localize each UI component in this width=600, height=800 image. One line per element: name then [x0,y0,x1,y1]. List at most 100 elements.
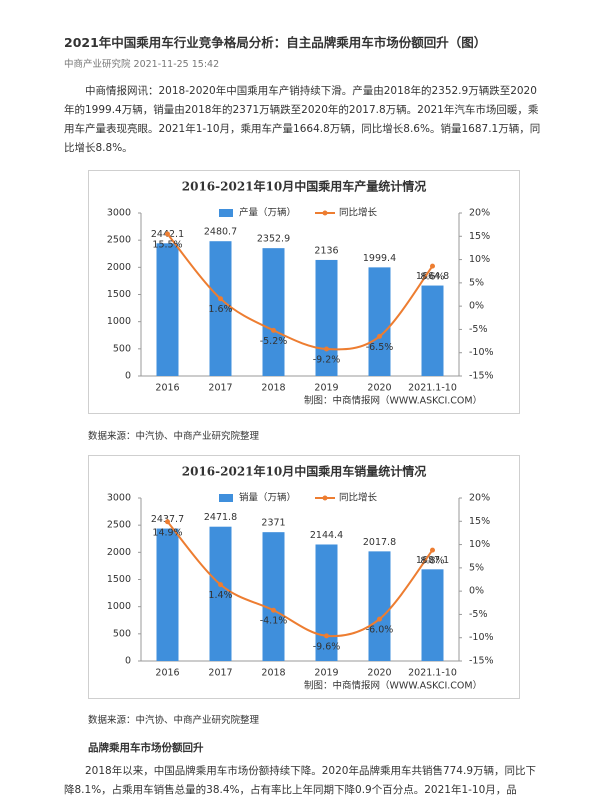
source-note: 数据来源：中汽协、中商产业研究院整理 [88,715,260,726]
data-label: 2471.8 [204,512,237,523]
x-tick-label: 2019 [314,383,338,394]
data-label: 2144.4 [310,530,343,541]
x-tick-label: 2017 [208,383,232,394]
y-tick-label: 500 [113,628,131,639]
data-label: 14.9% [152,527,182,538]
y-tick-label: 0 [125,656,131,667]
y2-tick-label: -5% [469,609,488,620]
y2-tick-label: -10% [469,632,494,643]
chart-credit: 制图：中商情报网（WWW.ASKCI.COM） [304,680,482,692]
chart: 2016-2021年10月中国乘用车产量统计情况 0 500 1000 1500 2000… [88,170,520,414]
legend-swatch [322,495,328,501]
bar [262,532,285,661]
section-heading: 品牌乘用车市场份额回升 [88,742,204,754]
data-label: -4.1% [260,616,288,627]
line-point [324,346,329,352]
data-label: 1999.4 [363,253,396,264]
data-label: 2480.7 [204,227,237,238]
x-tick-label: 2017 [208,668,232,679]
bar [368,267,391,376]
bar [262,248,285,376]
legend-label: 同比增长 [339,207,378,219]
y2-tick-label: 0% [469,586,484,597]
data-label: -9.6% [313,641,341,652]
y-tick-label: 1500 [107,289,131,300]
y2-tick-label: 20% [469,493,490,504]
bar [421,285,444,376]
bar [156,528,179,661]
y-tick-label: 3000 [107,208,131,219]
line [166,521,434,638]
y-tick-label: 2500 [107,235,131,246]
data-label: 1687.1 [416,555,449,566]
y2-tick-label: 15% [469,231,490,242]
x-tick-label: 2016 [155,383,179,394]
bar [315,259,338,376]
x-tick-label: 2020 [367,668,391,679]
y2-tick-label: -15% [469,371,494,382]
x-tick-label: 2021.1-10 [408,668,457,679]
y2-tick-label: 0% [469,301,484,312]
legend-swatch [219,209,233,217]
y2-tick-label: 5% [469,277,484,288]
y2-tick-label: -15% [469,656,494,667]
bar [421,569,444,661]
chart-credit: 制图：中商情报网（WWW.ASKCI.COM） [304,395,482,407]
line-point [377,616,382,622]
y2-tick-label: -10% [469,347,494,358]
line-point [430,547,435,553]
y-tick-label: 2000 [107,547,131,558]
x-tick-label: 2018 [261,383,285,394]
data-label: 2352.9 [257,234,290,245]
line-point [271,607,276,613]
legend-label: 同比增长 [339,492,378,504]
data-label: 2017.8 [363,537,396,548]
bar [315,544,338,661]
line-point [165,519,170,525]
y-tick-label: 1000 [107,316,131,327]
data-label: -6.0% [366,625,394,636]
line-point [165,231,170,237]
chart-title: 2016-2021年10月中国乘用车产量统计情况 [182,179,426,194]
y2-tick-label: 15% [469,516,490,527]
article-meta: 中商产业研究院 2021-11-25 15:42 [64,59,220,70]
line-point [377,333,382,339]
paragraph: 2018年以来，中国品牌乘用车市场份额持续下降。2020年品牌乘用车共销售774… [64,765,537,796]
line-point [324,633,329,639]
x-tick-label: 2016 [155,668,179,679]
data-label: 1664.8 [416,271,449,282]
y2-tick-label: 5% [469,562,484,573]
y-tick-label: 0 [125,371,131,382]
data-label: 15.5% [152,239,182,250]
bar [368,551,391,661]
y2-tick-label: 10% [469,539,490,550]
paragraph: 中商情报网讯：2018-2020年中国乘用车产销持续下滑。产量由2018年的23… [64,85,541,154]
x-tick-label: 2021.1-10 [408,383,457,394]
y-tick-label: 3000 [107,493,131,504]
x-tick-label: 2019 [314,668,338,679]
y-tick-label: 2000 [107,262,131,273]
y2-tick-label: 20% [469,208,490,219]
line-point [218,582,223,588]
bar [209,241,232,376]
data-label: 8.8% [420,556,444,567]
y2-tick-label: -5% [469,324,488,335]
data-label: -5.2% [260,336,288,347]
x-tick-label: 2020 [367,383,391,394]
source-note: 数据来源：中汽协、中商产业研究院整理 [88,431,260,442]
y-tick-label: 500 [113,343,131,354]
line-point [271,327,276,333]
chart: 2016-2021年10月中国乘用车销量统计情况 0 500 1000 1500 2000… [88,455,520,699]
data-label: -6.5% [366,342,394,353]
line-point [430,263,435,269]
data-label: 2371 [261,518,285,529]
bar [156,243,179,376]
y-tick-label: 2500 [107,520,131,531]
data-label: 1.6% [208,304,232,315]
data-label: 8.6% [420,272,444,283]
legend-swatch [219,494,233,502]
x-tick-label: 2018 [261,668,285,679]
line [166,233,434,351]
bar [209,526,232,661]
